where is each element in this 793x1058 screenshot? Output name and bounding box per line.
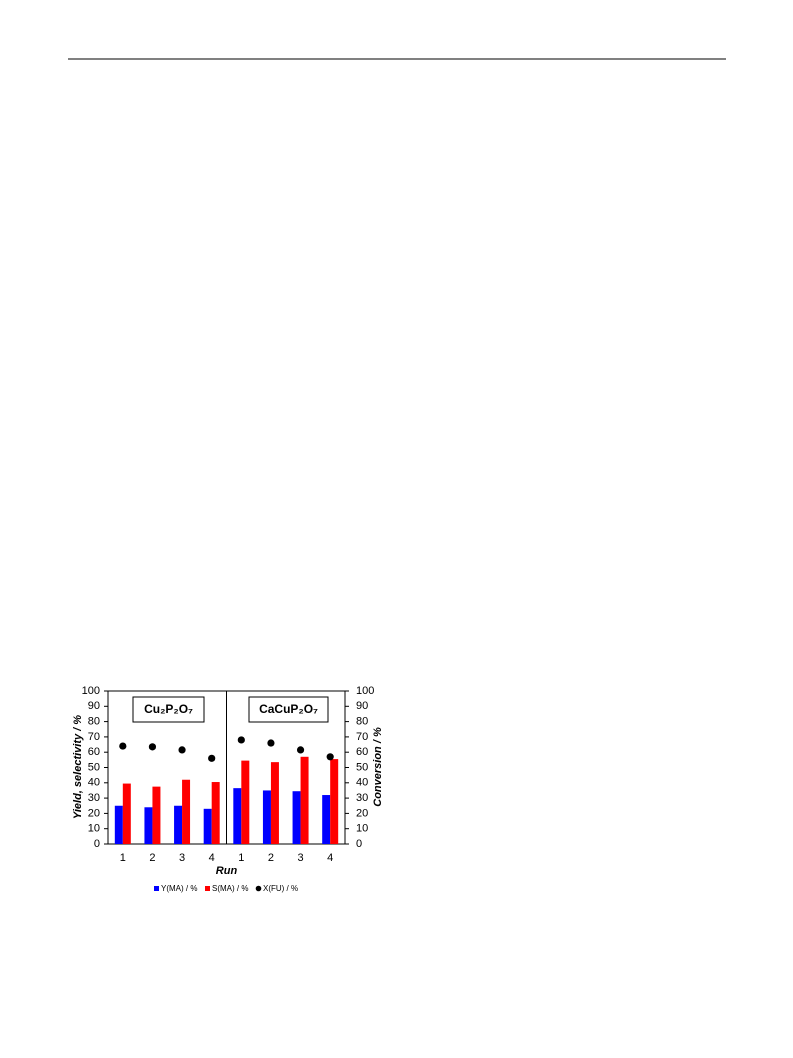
bar — [144, 807, 153, 844]
y2-tick-label: 30 — [356, 792, 368, 804]
point — [178, 746, 186, 754]
annotation: Cu₂P₂O₇ — [144, 702, 193, 716]
point — [237, 736, 245, 744]
y-tick-label: 30 — [88, 792, 100, 804]
legend-label: Y(MA) / % — [161, 884, 197, 893]
bar — [322, 795, 331, 844]
bar — [211, 782, 220, 844]
x-tick-label: 3 — [179, 852, 185, 864]
y-tick-label: 100 — [82, 685, 100, 697]
y2-tick-label: 40 — [356, 777, 368, 789]
y-tick-label: 50 — [88, 761, 100, 773]
y-tick-label: 60 — [88, 746, 100, 758]
legend-label: S(MA) / % — [212, 884, 248, 893]
y-tick-label: 80 — [88, 716, 100, 728]
point — [119, 742, 127, 750]
y2-tick-label: 100 — [356, 685, 374, 697]
bar — [292, 791, 301, 844]
bar — [203, 808, 212, 844]
y-tick-label: 40 — [88, 777, 100, 789]
annotation-box — [132, 696, 205, 723]
point — [208, 754, 216, 762]
bar — [233, 788, 242, 844]
x-tick-label: 3 — [298, 852, 304, 864]
x-tick-label: 2 — [268, 852, 274, 864]
bar — [182, 779, 191, 844]
y2-tick-label: 0 — [356, 838, 362, 850]
y2-tick-label: 70 — [356, 731, 368, 743]
bar — [330, 759, 339, 844]
y2-tick-label: 10 — [356, 823, 368, 835]
y-tick-label: 0 — [94, 838, 100, 850]
x-tick-label: 2 — [149, 852, 155, 864]
y2-tick-label: 50 — [356, 761, 368, 773]
y2-tick-label: 60 — [356, 746, 368, 758]
annotation-box — [248, 696, 329, 723]
y2-tick-label: 80 — [356, 716, 368, 728]
bar — [262, 790, 271, 844]
x-tick-label: 4 — [327, 852, 333, 864]
legend-label: X(FU) / % — [263, 884, 298, 893]
x-axis-label: Run — [216, 865, 238, 877]
y-tick-label: 20 — [88, 807, 100, 819]
y2-axis-label: Conversion / % — [372, 727, 384, 807]
y2-tick-label: 20 — [356, 807, 368, 819]
x-tick-label: 1 — [238, 852, 244, 864]
bar — [152, 786, 161, 844]
bar — [174, 805, 183, 844]
x-tick-label: 4 — [209, 852, 215, 864]
bar — [241, 760, 250, 844]
y2-tick-label: 90 — [356, 700, 368, 712]
legend-marker — [205, 886, 210, 891]
point — [326, 753, 334, 761]
point — [148, 743, 157, 751]
point — [267, 739, 275, 747]
point — [296, 746, 305, 754]
legend-marker — [255, 885, 262, 892]
x-tick-label: 1 — [120, 852, 126, 864]
bar — [114, 805, 123, 844]
bar — [270, 762, 279, 844]
bar — [300, 756, 309, 844]
y-tick-label: 10 — [88, 823, 100, 835]
y-tick-label: 70 — [88, 731, 100, 743]
annotation: CaCuP₂O₇ — [259, 702, 318, 716]
bar — [122, 783, 131, 844]
y-tick-label: 90 — [88, 700, 100, 712]
legend-marker — [154, 886, 159, 891]
y-axis-label: Yield, selectivity / % — [72, 715, 84, 819]
